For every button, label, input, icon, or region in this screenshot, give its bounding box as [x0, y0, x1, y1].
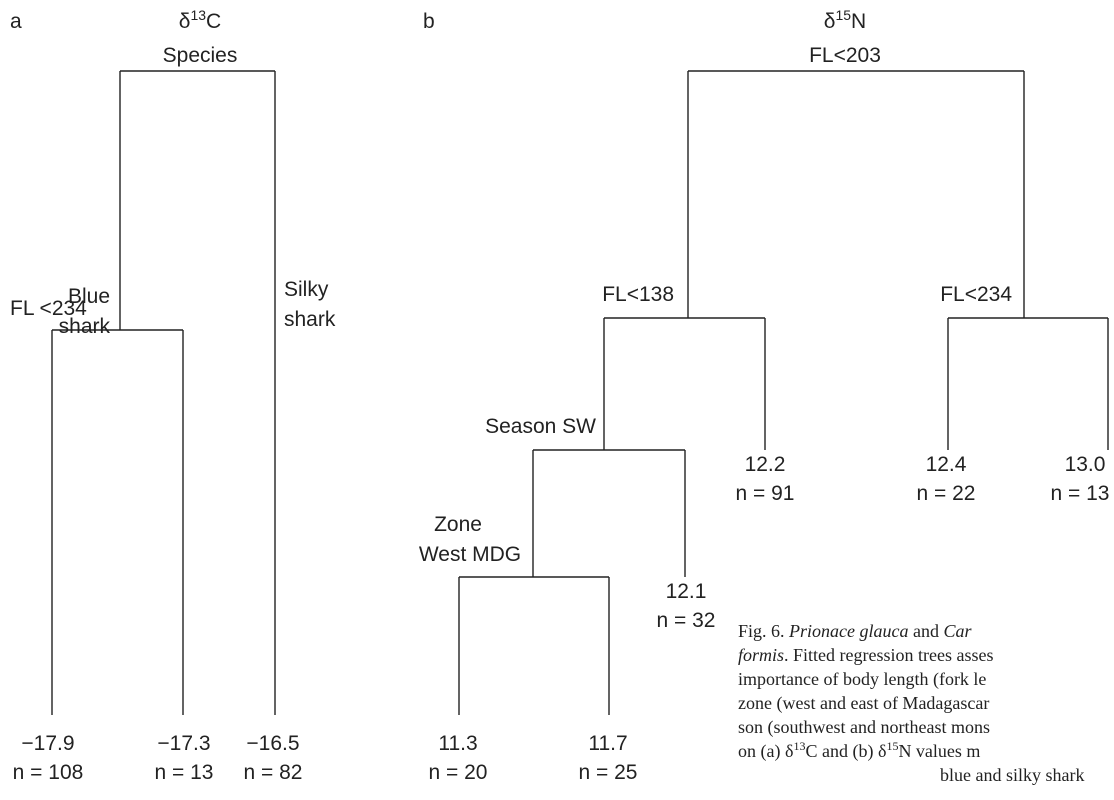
panel-b-leaf-117-n: n = 25 [579, 761, 638, 784]
caption-line-7: blue and silky shark [940, 765, 1084, 785]
caption-line-2: formis. Fitted regression trees asses [738, 645, 993, 665]
panel-b-leaf-130-value: 13.0 [1065, 453, 1106, 476]
panel-b-leaf-124-n: n = 22 [917, 482, 976, 505]
panel-b-title: δ15N [824, 7, 866, 33]
panel-a-root-split-label: Species [163, 44, 238, 67]
panel-b-branches [458, 70, 1109, 715]
caption-line-6: on (a) δ13C and (b) δ15N values m [738, 739, 980, 762]
panel-b-leaf-121-value: 12.1 [666, 580, 707, 603]
panel-a-letter: a [10, 10, 22, 33]
panel-a-leaf1-n: n = 108 [13, 761, 84, 784]
panel-b-zone-label: Zone West MDG [419, 513, 521, 566]
panel-b-leaf-122-value: 12.2 [745, 453, 786, 476]
caption-line-5: son (southwest and northeast mons [738, 717, 990, 738]
panel-a-right-branch-label: Silky shark [284, 278, 336, 331]
caption-line-4: zone (west and east of Madagascar [738, 693, 989, 714]
caption-line-3: importance of body length (fork le [738, 669, 986, 690]
panel-b-leaf-117-value: 11.7 [588, 732, 627, 755]
panel-a-leaf2-n: n = 13 [155, 761, 214, 784]
panel-a-title: δ13C [179, 7, 221, 33]
panel-b-letter: b [423, 10, 435, 33]
panel-a-leaf1-value: −17.9 [21, 732, 74, 755]
panel-b-leaf-122-n: n = 91 [736, 482, 795, 505]
panel-a-leaf3-value: −16.5 [246, 732, 299, 755]
panel-a-branches [51, 70, 276, 715]
panel-a-leaf2-value: −17.3 [157, 732, 210, 755]
figure-caption: Fig. 6. Prionace glauca and Car formis. … [738, 621, 1084, 785]
panel-b-leaf-130-n: n = 13 [1051, 482, 1110, 505]
panel-a-leaf3-n: n = 82 [244, 761, 303, 784]
panel-b-root-split-label: FL<203 [809, 44, 881, 67]
panel-b-leaf-113-n: n = 20 [429, 761, 488, 784]
panel-b-leaf-113-value: 11.3 [438, 732, 477, 755]
panel-b-leaf-124-value: 12.4 [926, 453, 967, 476]
panel-b-leaf-121-n: n = 32 [657, 609, 716, 632]
panel-a-sub-split-label: FL <234 [10, 297, 87, 320]
panel-b-fl138-label: FL<138 [602, 283, 674, 306]
caption-line-1: Fig. 6. Prionace glauca and Car [738, 621, 973, 641]
panel-a-left-branch-label: Blue shark [59, 285, 111, 338]
panel-b-season-label: Season SW [485, 415, 596, 438]
panel-b-fl234-label: FL<234 [940, 283, 1012, 306]
